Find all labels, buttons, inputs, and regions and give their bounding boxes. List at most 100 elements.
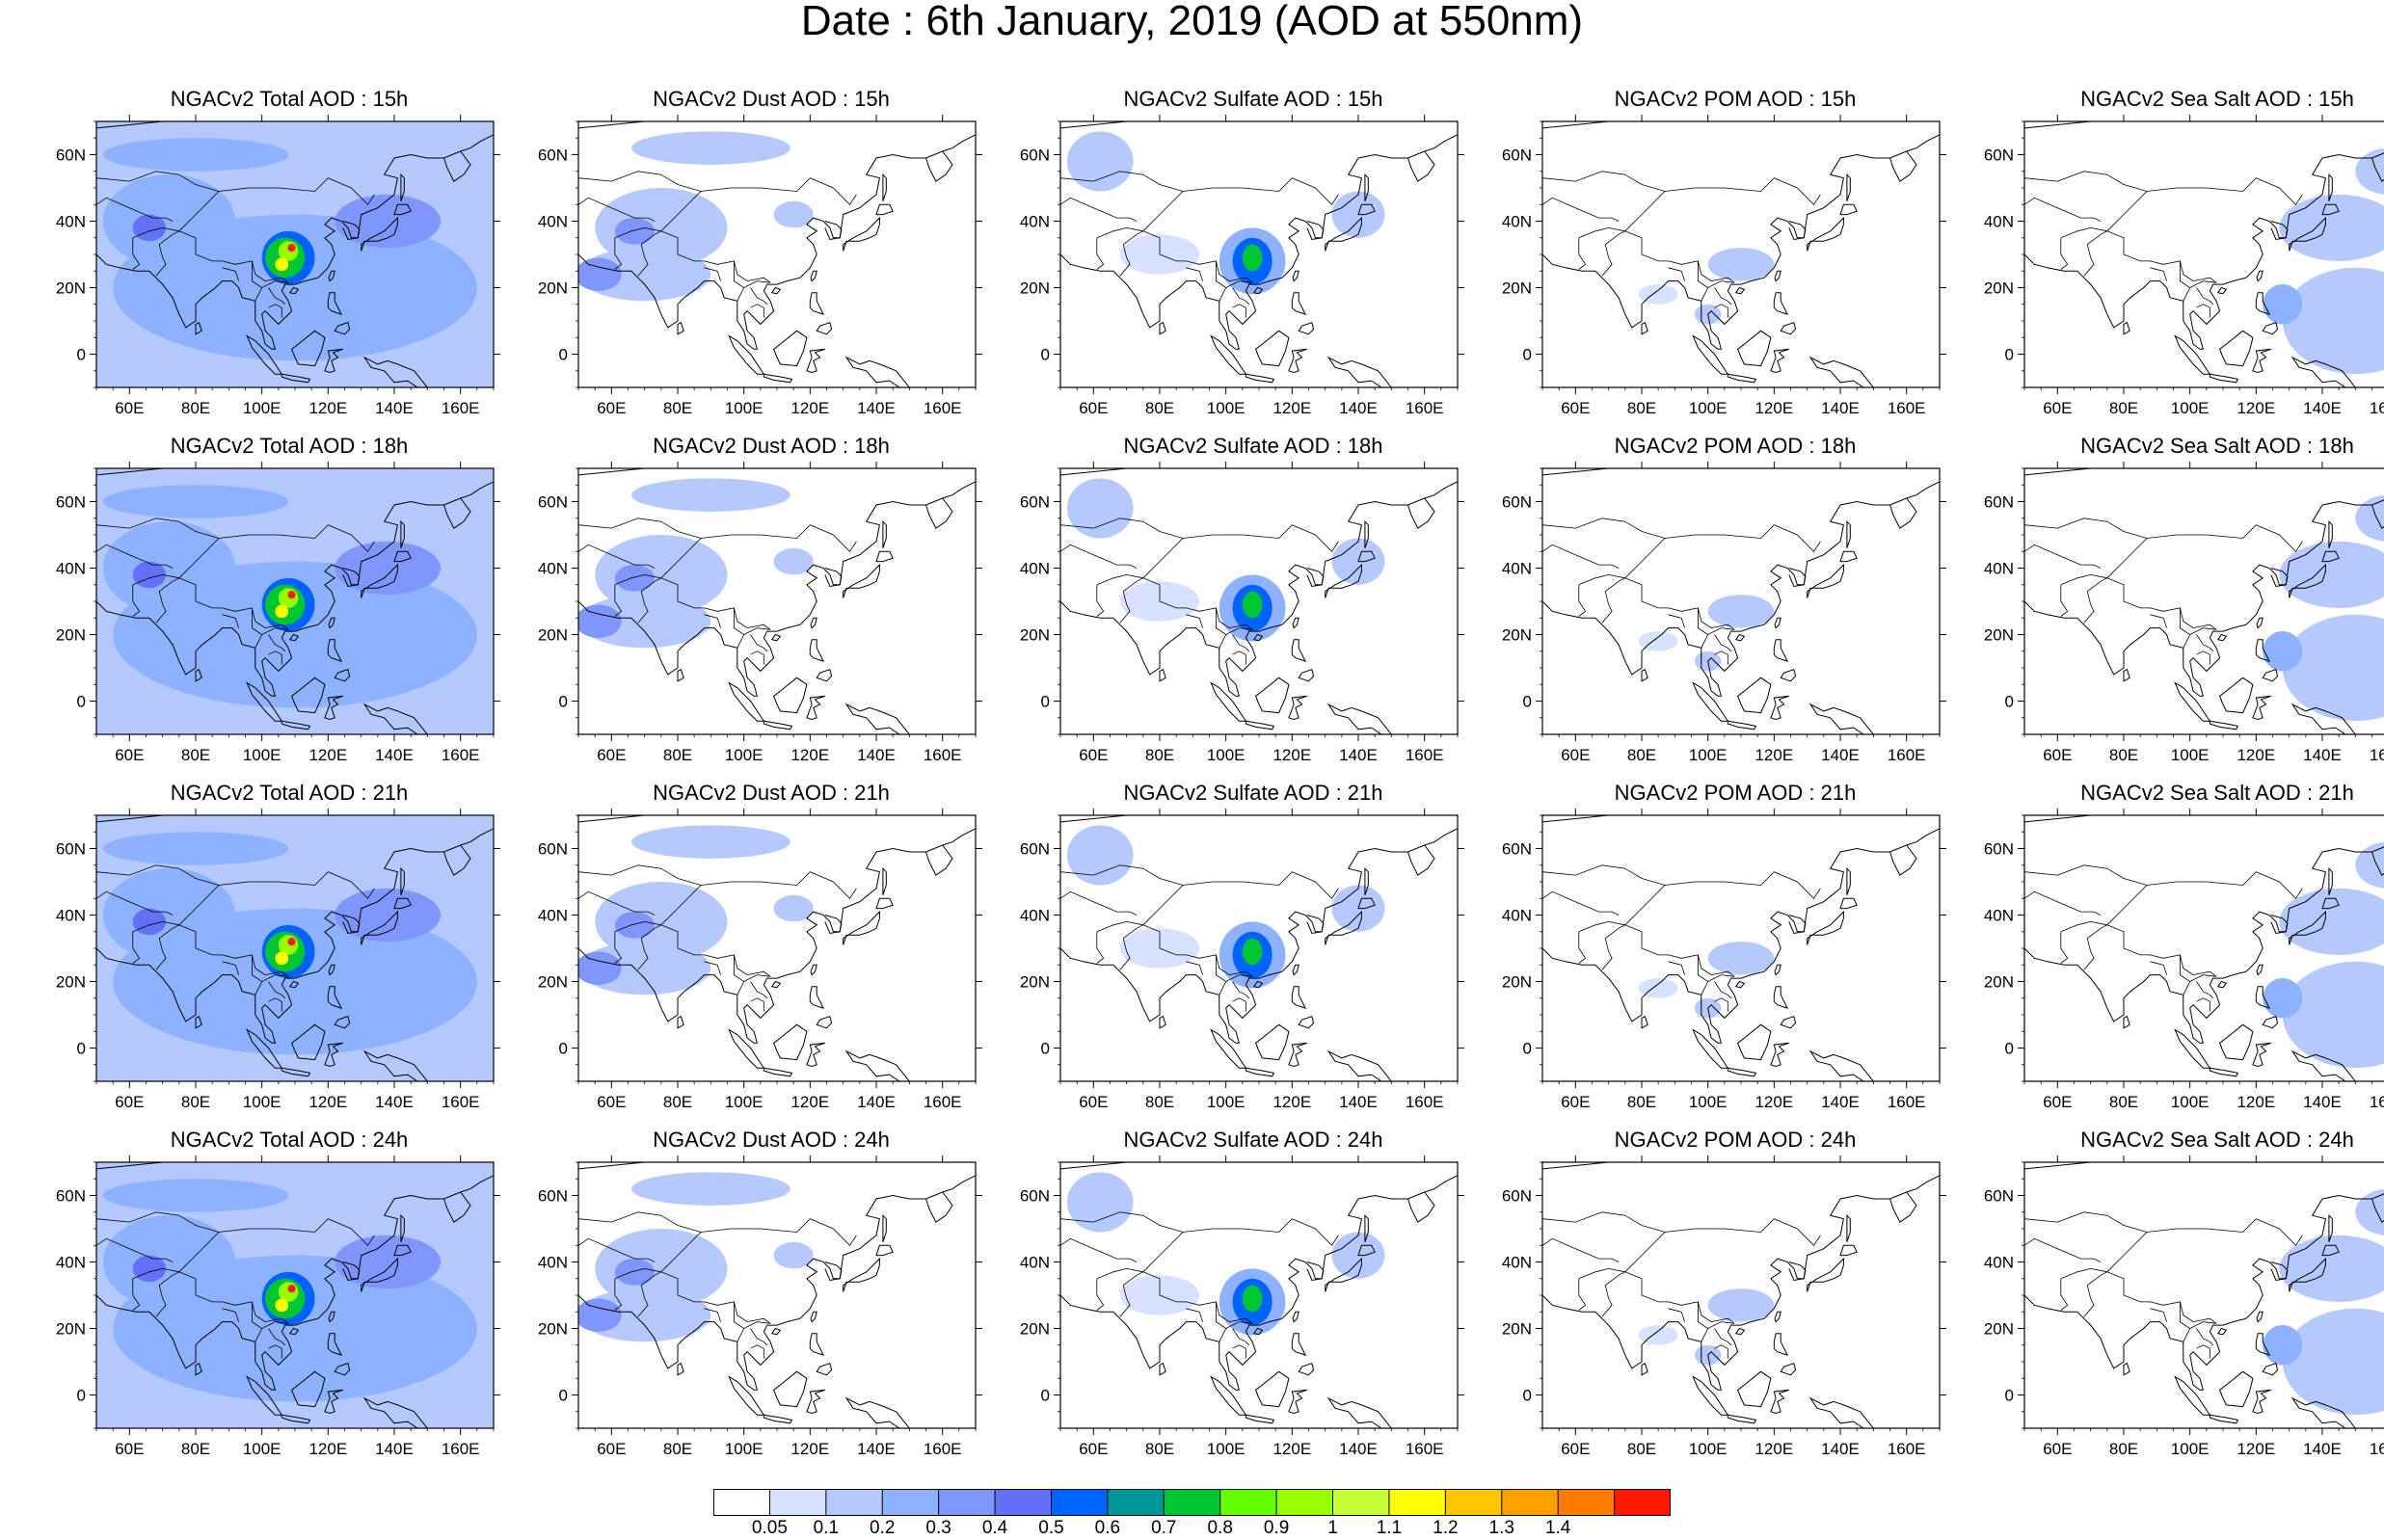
border	[1625, 539, 1665, 578]
lon-tick-label: 120E	[790, 1440, 829, 1458]
colorbar-swatch	[1164, 1489, 1220, 1516]
aod-region	[615, 912, 655, 939]
colorbar-swatch	[713, 1489, 770, 1516]
colorbar-tick-label: 1.2	[1433, 1519, 1458, 1538]
lat-tick-label: 0	[1041, 346, 1050, 364]
lon-tick-label: 60E	[1561, 746, 1590, 764]
aod-field	[96, 815, 494, 1081]
island-outline	[1256, 1024, 1289, 1059]
lat-tick-label: 60N	[56, 493, 86, 512]
border	[1579, 1268, 1734, 1323]
aod-region	[576, 951, 622, 985]
island-outline	[772, 1329, 781, 1335]
lon-tick-label: 160E	[924, 1440, 962, 1458]
lat-tick-label: 0	[77, 693, 86, 711]
aod-region	[335, 195, 441, 248]
island-outline	[811, 271, 817, 280]
island-outline	[1771, 1043, 1789, 1066]
island-outline	[810, 293, 823, 314]
lon-tick-label: 60E	[597, 1093, 626, 1111]
island-outline	[763, 721, 791, 730]
island-outline	[1293, 965, 1299, 974]
border	[1579, 932, 1586, 964]
lon-tick-label: 160E	[442, 399, 480, 417]
island-outline	[2218, 982, 2227, 988]
aod-region	[103, 832, 288, 865]
lon-tick-label: 80E	[1145, 1093, 1174, 1111]
island-outline	[772, 635, 781, 641]
lon-tick-label: 80E	[2109, 746, 2138, 764]
coastline	[578, 468, 976, 475]
island-outline	[1847, 174, 1850, 201]
colorbar-swatch	[769, 1489, 826, 1516]
lon-tick-label: 60E	[597, 746, 626, 764]
lon-tick-label: 160E	[1406, 399, 1444, 417]
island-outline	[763, 1415, 791, 1423]
lon-tick-label: 140E	[2303, 1093, 2342, 1111]
aod-region	[103, 521, 235, 615]
lon-tick-label: 60E	[1079, 1440, 1108, 1458]
island-outline	[1774, 293, 1787, 314]
island-outline	[1160, 1364, 1165, 1375]
lon-tick-label: 140E	[375, 746, 414, 764]
island-outline	[846, 1051, 909, 1081]
lat-tick-label: 20N	[1502, 1320, 1532, 1339]
lat-tick-label: 60N	[1020, 1187, 1050, 1206]
border	[2084, 1272, 2107, 1317]
lon-tick-label: 80E	[1627, 399, 1656, 417]
island-outline	[1728, 1068, 1755, 1076]
aod-field	[96, 1162, 494, 1428]
border	[1579, 585, 1586, 617]
border	[1060, 198, 1137, 221]
lon-tick-label: 60E	[2043, 399, 2072, 417]
lon-tick-label: 120E	[2237, 1093, 2275, 1111]
aod-region	[275, 1298, 288, 1312]
lat-tick-label: 60N	[1502, 493, 1532, 512]
aod-region	[103, 1179, 288, 1212]
island-outline	[807, 696, 825, 719]
country-borders	[1060, 1212, 1338, 1359]
coastline	[1060, 815, 1458, 822]
lat-tick-label: 0	[1523, 1387, 1532, 1405]
island-outline	[1738, 677, 1771, 712]
island-outline	[807, 1390, 825, 1413]
aod-region	[1243, 592, 1263, 619]
lon-tick-label: 80E	[663, 1093, 692, 1111]
island-outline	[1642, 1017, 1647, 1028]
island-outline	[1728, 721, 1755, 730]
lon-tick-label: 60E	[1079, 746, 1108, 764]
island-outline	[876, 898, 893, 908]
border	[2061, 227, 2216, 282]
lat-tick-label: 40N	[1020, 1254, 1050, 1272]
colorbar-swatch	[826, 1489, 883, 1516]
lat-tick-label: 40N	[1984, 1254, 2014, 1272]
aod-field	[576, 131, 814, 301]
lon-tick-label: 140E	[375, 1093, 414, 1111]
island-outline	[772, 288, 781, 294]
island-outline	[1771, 349, 1789, 372]
lon-tick-label: 140E	[1339, 1440, 1378, 1458]
lon-tick-label: 60E	[115, 1440, 144, 1458]
lon-tick-label: 140E	[857, 399, 896, 417]
aod-field	[2263, 1189, 2384, 1416]
lon-tick-label: 140E	[1339, 399, 1378, 417]
aod-region	[1067, 131, 1134, 191]
border	[2107, 539, 2147, 578]
island-outline	[883, 521, 886, 548]
country-borders	[2024, 865, 2302, 1012]
lon-tick-label: 120E	[1755, 1440, 1793, 1458]
border	[1579, 1279, 1586, 1311]
lat-tick-label: 60N	[56, 146, 86, 165]
colorbar-tick-label: 0.3	[925, 1519, 951, 1538]
island-outline	[678, 670, 683, 681]
aod-region	[103, 1215, 235, 1309]
lat-tick-label: 0	[1523, 1040, 1532, 1058]
